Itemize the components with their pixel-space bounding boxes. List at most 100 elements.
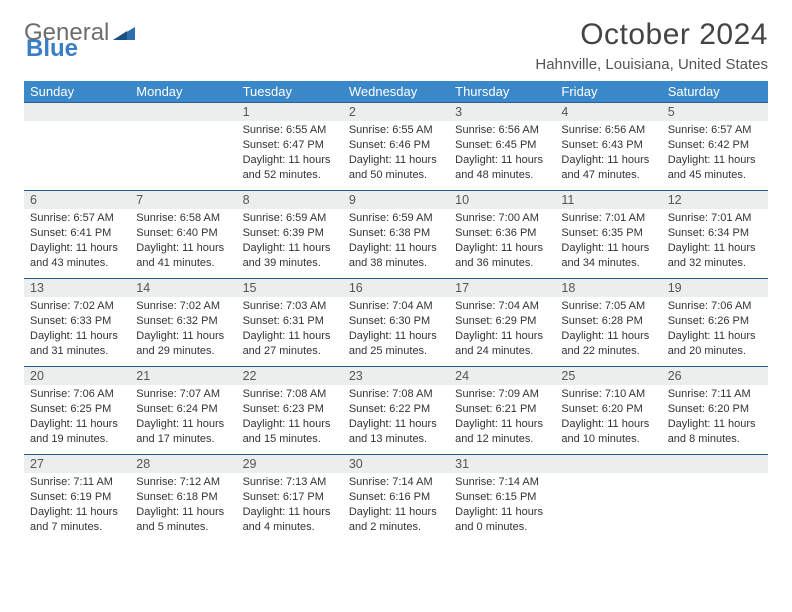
sunrise-text: Sunrise: 6:55 AM	[243, 123, 337, 138]
sunrise-text: Sunrise: 7:14 AM	[349, 475, 443, 490]
sunrise-text: Sunrise: 6:55 AM	[349, 123, 443, 138]
daylight-text: Daylight: 11 hours and 32 minutes.	[668, 241, 762, 271]
calendar-cell: 7Sunrise: 6:58 AMSunset: 6:40 PMDaylight…	[130, 190, 236, 278]
weekday-header: Saturday	[662, 81, 768, 102]
day-number: 16	[343, 278, 449, 297]
weekday-header: Monday	[130, 81, 236, 102]
day-details: Sunrise: 7:07 AMSunset: 6:24 PMDaylight:…	[130, 385, 236, 452]
sunrise-text: Sunrise: 7:07 AM	[136, 387, 230, 402]
calendar-cell	[555, 454, 661, 542]
daylight-text: Daylight: 11 hours and 34 minutes.	[561, 241, 655, 271]
sunset-text: Sunset: 6:31 PM	[243, 314, 337, 329]
calendar-week-row: 27Sunrise: 7:11 AMSunset: 6:19 PMDayligh…	[24, 454, 768, 542]
sunset-text: Sunset: 6:16 PM	[349, 490, 443, 505]
daylight-text: Daylight: 11 hours and 38 minutes.	[349, 241, 443, 271]
day-details: Sunrise: 7:01 AMSunset: 6:35 PMDaylight:…	[555, 209, 661, 276]
sunset-text: Sunset: 6:33 PM	[30, 314, 124, 329]
weekday-header: Sunday	[24, 81, 130, 102]
daylight-text: Daylight: 11 hours and 15 minutes.	[243, 417, 337, 447]
daylight-text: Daylight: 11 hours and 10 minutes.	[561, 417, 655, 447]
sunrise-text: Sunrise: 7:11 AM	[30, 475, 124, 490]
sunset-text: Sunset: 6:26 PM	[668, 314, 762, 329]
daylight-text: Daylight: 11 hours and 20 minutes.	[668, 329, 762, 359]
day-details: Sunrise: 7:02 AMSunset: 6:33 PMDaylight:…	[24, 297, 130, 364]
calendar-cell: 2Sunrise: 6:55 AMSunset: 6:46 PMDaylight…	[343, 102, 449, 190]
sunrise-text: Sunrise: 6:59 AM	[349, 211, 443, 226]
daylight-text: Daylight: 11 hours and 29 minutes.	[136, 329, 230, 359]
day-details: Sunrise: 7:14 AMSunset: 6:16 PMDaylight:…	[343, 473, 449, 540]
sunset-text: Sunset: 6:42 PM	[668, 138, 762, 153]
day-details: Sunrise: 7:13 AMSunset: 6:17 PMDaylight:…	[237, 473, 343, 540]
sunrise-text: Sunrise: 6:56 AM	[455, 123, 549, 138]
daylight-text: Daylight: 11 hours and 45 minutes.	[668, 153, 762, 183]
daylight-text: Daylight: 11 hours and 12 minutes.	[455, 417, 549, 447]
day-number: 22	[237, 366, 343, 385]
calendar-cell: 15Sunrise: 7:03 AMSunset: 6:31 PMDayligh…	[237, 278, 343, 366]
day-details: Sunrise: 7:06 AMSunset: 6:26 PMDaylight:…	[662, 297, 768, 364]
location-subtitle: Hahnville, Louisiana, United States	[535, 56, 768, 73]
sunset-text: Sunset: 6:30 PM	[349, 314, 443, 329]
sunrise-text: Sunrise: 7:02 AM	[136, 299, 230, 314]
sunrise-text: Sunrise: 6:59 AM	[243, 211, 337, 226]
sunrise-text: Sunrise: 7:00 AM	[455, 211, 549, 226]
sunset-text: Sunset: 6:40 PM	[136, 226, 230, 241]
calendar-cell: 4Sunrise: 6:56 AMSunset: 6:43 PMDaylight…	[555, 102, 661, 190]
sunset-text: Sunset: 6:34 PM	[668, 226, 762, 241]
day-details: Sunrise: 7:10 AMSunset: 6:20 PMDaylight:…	[555, 385, 661, 452]
daylight-text: Daylight: 11 hours and 52 minutes.	[243, 153, 337, 183]
daylight-text: Daylight: 11 hours and 25 minutes.	[349, 329, 443, 359]
sunrise-text: Sunrise: 6:56 AM	[561, 123, 655, 138]
day-details: Sunrise: 7:08 AMSunset: 6:22 PMDaylight:…	[343, 385, 449, 452]
daylight-text: Daylight: 11 hours and 4 minutes.	[243, 505, 337, 535]
day-number: 26	[662, 366, 768, 385]
day-details: Sunrise: 7:14 AMSunset: 6:15 PMDaylight:…	[449, 473, 555, 540]
calendar-cell: 23Sunrise: 7:08 AMSunset: 6:22 PMDayligh…	[343, 366, 449, 454]
sunset-text: Sunset: 6:23 PM	[243, 402, 337, 417]
calendar-cell: 20Sunrise: 7:06 AMSunset: 6:25 PMDayligh…	[24, 366, 130, 454]
brand-logo: General Blue	[24, 22, 135, 59]
day-number: 23	[343, 366, 449, 385]
calendar-cell: 3Sunrise: 6:56 AMSunset: 6:45 PMDaylight…	[449, 102, 555, 190]
sunrise-text: Sunrise: 7:03 AM	[243, 299, 337, 314]
day-number: 14	[130, 278, 236, 297]
day-number: 30	[343, 454, 449, 473]
daylight-text: Daylight: 11 hours and 39 minutes.	[243, 241, 337, 271]
calendar-cell: 9Sunrise: 6:59 AMSunset: 6:38 PMDaylight…	[343, 190, 449, 278]
daylight-text: Daylight: 11 hours and 7 minutes.	[30, 505, 124, 535]
sunrise-text: Sunrise: 7:01 AM	[668, 211, 762, 226]
sunset-text: Sunset: 6:39 PM	[243, 226, 337, 241]
calendar-cell	[24, 102, 130, 190]
day-details: Sunrise: 7:01 AMSunset: 6:34 PMDaylight:…	[662, 209, 768, 276]
sunrise-text: Sunrise: 7:14 AM	[455, 475, 549, 490]
daylight-text: Daylight: 11 hours and 31 minutes.	[30, 329, 124, 359]
day-number: 25	[555, 366, 661, 385]
day-number: 9	[343, 190, 449, 209]
calendar-week-row: 13Sunrise: 7:02 AMSunset: 6:33 PMDayligh…	[24, 278, 768, 366]
sunset-text: Sunset: 6:18 PM	[136, 490, 230, 505]
day-details: Sunrise: 7:09 AMSunset: 6:21 PMDaylight:…	[449, 385, 555, 452]
day-number: 6	[24, 190, 130, 209]
day-number: 2	[343, 102, 449, 121]
calendar-cell: 13Sunrise: 7:02 AMSunset: 6:33 PMDayligh…	[24, 278, 130, 366]
day-details: Sunrise: 7:05 AMSunset: 6:28 PMDaylight:…	[555, 297, 661, 364]
calendar-cell: 29Sunrise: 7:13 AMSunset: 6:17 PMDayligh…	[237, 454, 343, 542]
day-number-empty	[24, 102, 130, 121]
day-number: 24	[449, 366, 555, 385]
sunrise-text: Sunrise: 7:10 AM	[561, 387, 655, 402]
day-number: 19	[662, 278, 768, 297]
day-number-empty	[130, 102, 236, 121]
day-details: Sunrise: 7:04 AMSunset: 6:30 PMDaylight:…	[343, 297, 449, 364]
calendar-cell: 14Sunrise: 7:02 AMSunset: 6:32 PMDayligh…	[130, 278, 236, 366]
sunrise-text: Sunrise: 7:08 AM	[349, 387, 443, 402]
daylight-text: Daylight: 11 hours and 13 minutes.	[349, 417, 443, 447]
day-number: 27	[24, 454, 130, 473]
sunrise-text: Sunrise: 7:13 AM	[243, 475, 337, 490]
sunset-text: Sunset: 6:15 PM	[455, 490, 549, 505]
sunrise-text: Sunrise: 7:02 AM	[30, 299, 124, 314]
weekday-header: Friday	[555, 81, 661, 102]
calendar-cell	[130, 102, 236, 190]
day-number: 15	[237, 278, 343, 297]
day-details: Sunrise: 6:57 AMSunset: 6:41 PMDaylight:…	[24, 209, 130, 276]
day-details: Sunrise: 6:56 AMSunset: 6:45 PMDaylight:…	[449, 121, 555, 188]
day-details: Sunrise: 6:57 AMSunset: 6:42 PMDaylight:…	[662, 121, 768, 188]
